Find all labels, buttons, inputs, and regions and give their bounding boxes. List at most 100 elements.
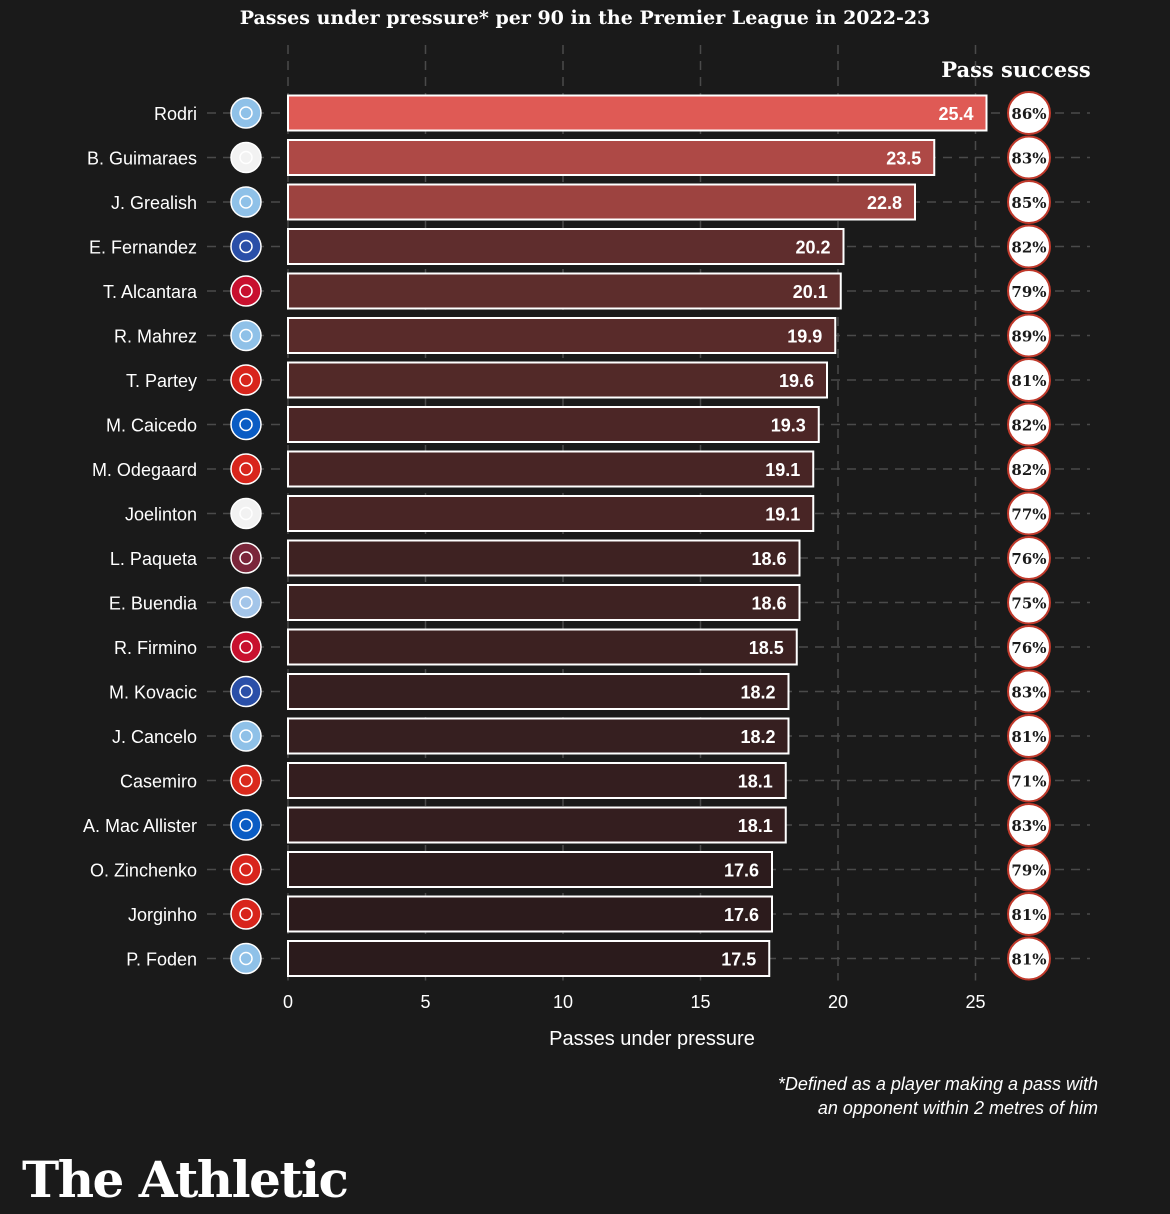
bar bbox=[287, 673, 790, 710]
pass-success-label: 79% bbox=[1011, 862, 1046, 880]
crest-shape bbox=[230, 364, 262, 396]
player-name: P. Foden bbox=[126, 950, 197, 970]
bar bbox=[287, 361, 828, 399]
crest-emblem bbox=[239, 595, 253, 610]
crest-emblem bbox=[239, 417, 253, 432]
x-tick-label: 15 bbox=[690, 992, 710, 1012]
player-name: A. Mac Allister bbox=[83, 816, 197, 836]
pass-success-label: 71% bbox=[1011, 773, 1046, 791]
bar bbox=[287, 317, 837, 354]
bar-row: M. Odegaard 19.1 82% bbox=[92, 447, 1090, 491]
player-name: L. Paqueta bbox=[110, 549, 198, 569]
bar-value-label: 17.6 bbox=[724, 861, 759, 881]
pass-success-circle bbox=[1007, 358, 1051, 402]
footnote-line-2: an opponent within 2 metres of him bbox=[817, 1098, 1098, 1118]
pass-success-circle bbox=[1007, 180, 1051, 224]
bar-row: J. Grealish 22.8 85% bbox=[111, 180, 1090, 224]
crest-shape bbox=[230, 275, 262, 307]
player-name: Casemiro bbox=[120, 772, 197, 792]
player-name: R. Mahrez bbox=[114, 327, 197, 347]
bar-row: M. Caicedo 19.3 82% bbox=[106, 402, 1090, 447]
player-name: M. Kovacic bbox=[109, 683, 197, 703]
bar-row: Jorginho 17.6 81% bbox=[128, 892, 1090, 936]
bar-value-label: 18.2 bbox=[740, 727, 775, 747]
bar-value-label: 18.6 bbox=[751, 549, 786, 569]
pass-success-circle bbox=[1007, 892, 1051, 936]
bar bbox=[287, 406, 820, 443]
bar bbox=[287, 628, 798, 666]
crest-shape bbox=[230, 631, 262, 663]
pass-success-circle bbox=[1007, 135, 1051, 180]
bar-value-label: 22.8 bbox=[867, 193, 902, 213]
player-name: J. Grealish bbox=[111, 193, 197, 213]
crest-emblem bbox=[239, 773, 253, 788]
pass-success-label: 81% bbox=[1011, 728, 1046, 746]
crest-emblem bbox=[239, 907, 253, 921]
pass-success-circle bbox=[1007, 936, 1051, 981]
crest-emblem bbox=[239, 951, 253, 966]
pass-success-circle bbox=[1007, 224, 1051, 269]
bar-value-label: 17.5 bbox=[721, 950, 756, 970]
player-name: E. Fernandez bbox=[89, 238, 197, 258]
player-name: B. Guimaraes bbox=[87, 149, 197, 169]
x-tick-label: 0 bbox=[283, 992, 293, 1012]
club-crest-icon bbox=[230, 97, 262, 129]
bar-value-label: 19.1 bbox=[765, 460, 800, 480]
club-crest-icon bbox=[230, 186, 262, 218]
pass-success-label: 76% bbox=[1011, 550, 1046, 568]
x-axis-label: Passes under pressure bbox=[549, 1028, 755, 1050]
bar bbox=[287, 717, 790, 755]
bar bbox=[287, 895, 773, 933]
bar bbox=[287, 806, 787, 844]
crest-emblem bbox=[239, 684, 253, 699]
pass-success-circle bbox=[1007, 847, 1051, 892]
pass-success-label: 81% bbox=[1011, 951, 1046, 969]
club-crest-icon bbox=[230, 497, 262, 530]
bar-row: T. Alcantara 20.1 79% bbox=[103, 269, 1090, 313]
bar-row: Rodri 25.4 86% bbox=[154, 91, 1090, 135]
crest-shape bbox=[230, 853, 262, 886]
x-tick-label: 5 bbox=[420, 992, 430, 1012]
pass-success-label: 82% bbox=[1011, 417, 1046, 435]
bar bbox=[287, 539, 801, 577]
crest-shape bbox=[230, 675, 262, 708]
x-tick-label: 10 bbox=[553, 992, 573, 1012]
bar-row: R. Mahrez 19.9 89% bbox=[114, 313, 1090, 358]
pass-success-label: 81% bbox=[1011, 372, 1046, 390]
bar bbox=[287, 450, 815, 488]
bar-value-label: 18.5 bbox=[749, 638, 784, 658]
bar-value-label: 19.9 bbox=[787, 327, 822, 347]
bar bbox=[287, 762, 787, 799]
crest-emblem bbox=[239, 328, 253, 343]
x-tick-label: 20 bbox=[828, 992, 848, 1012]
pass-success-label: 86% bbox=[1011, 105, 1046, 123]
bar-row: O. Zinchenko 17.6 79% bbox=[90, 847, 1090, 892]
crest-emblem bbox=[239, 373, 253, 387]
crest-shape bbox=[230, 942, 262, 975]
player-name: T. Alcantara bbox=[103, 282, 198, 302]
crest-emblem bbox=[239, 862, 253, 877]
player-name: M. Odegaard bbox=[92, 460, 197, 480]
bar-row: L. Paqueta 18.6 76% bbox=[110, 536, 1090, 580]
crest-shape bbox=[230, 898, 262, 930]
pass-success-label: 82% bbox=[1011, 239, 1046, 257]
bar-value-label: 19.1 bbox=[765, 505, 800, 525]
pass-success-circle bbox=[1007, 269, 1051, 313]
bar bbox=[287, 272, 842, 310]
bar-row: B. Guimaraes 23.5 83% bbox=[87, 135, 1090, 180]
bar-value-label: 17.6 bbox=[724, 905, 759, 925]
bar-value-label: 18.2 bbox=[740, 683, 775, 703]
pass-success-circle bbox=[1007, 91, 1051, 135]
pass-success-circle bbox=[1007, 758, 1051, 803]
player-name: T. Partey bbox=[126, 371, 197, 391]
club-crest-icon bbox=[230, 319, 262, 352]
bar bbox=[287, 139, 936, 176]
bar bbox=[287, 584, 801, 621]
bar bbox=[287, 94, 988, 132]
club-crest-icon bbox=[230, 898, 262, 930]
player-name: E. Buendia bbox=[109, 594, 198, 614]
rows: Rodri 25.4 86% B. Guimaraes 23.5 83% J. Greali… bbox=[83, 91, 1090, 981]
pass-success-label: 89% bbox=[1011, 328, 1046, 346]
crest-emblem bbox=[239, 506, 253, 521]
club-crest-icon bbox=[230, 141, 262, 174]
